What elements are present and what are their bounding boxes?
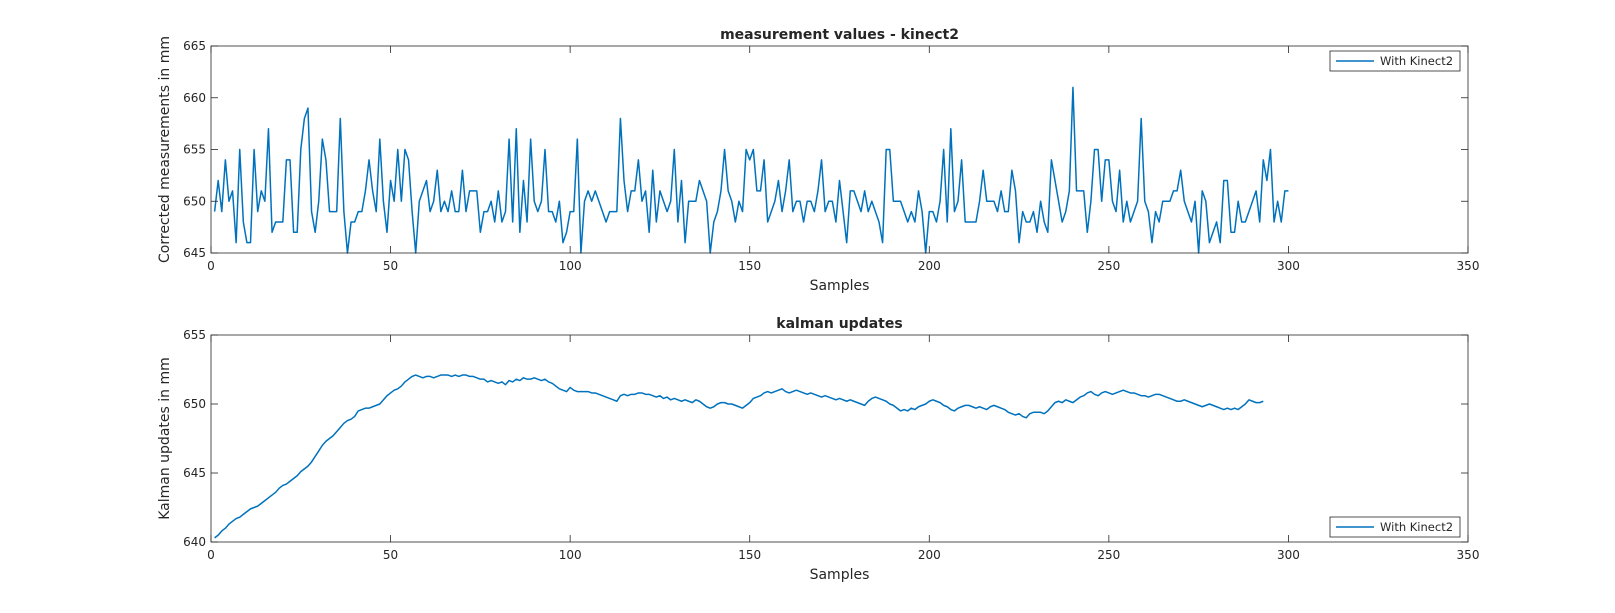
x-tick-label: 350 [1457,548,1480,562]
y-tick-label: 645 [183,246,206,260]
axes-box [210,334,1469,543]
x-tick-label: 100 [559,548,582,562]
y-tick-label: 645 [183,466,206,480]
x-tick-label: 300 [1277,259,1300,273]
x-tick-label: 50 [383,259,398,273]
y-axis-label: Corrected measurements in mm [157,36,173,263]
y-tick-label: 655 [183,328,206,342]
y-tick-label: 650 [183,194,206,208]
axes-measurement-values: 0 50 100 150 200 250 300 350 645 650 655 660 665 meas… [157,27,1479,294]
x-axis-label: Samples [810,278,870,294]
plot-area [211,46,1468,253]
x-tick-label: 0 [207,259,215,273]
legend: With Kinect2 [1329,516,1461,538]
x-axis-label: Samples [810,567,870,583]
x-tick-label: 200 [918,548,941,562]
x-tick-label: 50 [383,548,398,562]
plot-area [211,335,1468,542]
legend-box [1329,50,1461,72]
legend-label-with-kinect2: With Kinect2 [1380,520,1453,534]
x-tick-label: 300 [1277,548,1300,562]
x-tick-label: 0 [207,548,215,562]
x-tick-label: 150 [738,548,761,562]
y-tick-label: 660 [183,91,206,105]
legend: With Kinect2 [1329,50,1461,72]
x-tick-label: 250 [1097,259,1120,273]
x-tick-label: 150 [738,259,761,273]
series-line-with-kinect2 [213,86,1289,254]
x-tick-label: 100 [559,259,582,273]
y-tick-label: 640 [183,535,206,549]
y-tick-label: 655 [183,143,206,157]
y-axis-label: Kalman updates in mm [157,357,173,520]
legend-label-with-kinect2: With Kinect2 [1380,54,1453,68]
x-tick-label: 350 [1457,259,1480,273]
x-tick-label: 200 [918,259,941,273]
x-tick-label: 250 [1097,548,1120,562]
chart-title: kalman updates [776,316,902,332]
y-tick-label: 665 [183,39,206,53]
y-tick-label: 650 [183,397,206,411]
axes-kalman-updates: 0 50 100 150 200 250 300 350 640 645 650 655 kalman … [157,316,1479,583]
series-line-with-kinect2 [214,374,1264,539]
chart-title: measurement values - kinect2 [720,27,959,43]
legend-box [1329,516,1461,538]
